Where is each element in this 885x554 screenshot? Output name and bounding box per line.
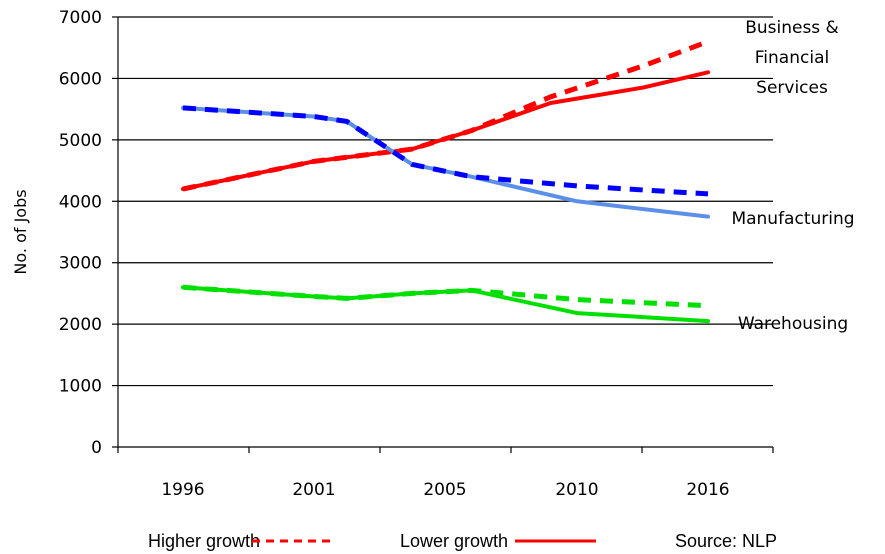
legend-higher-growth-label: Higher growth — [148, 531, 260, 551]
y-tick-label: 2000 — [59, 315, 102, 335]
series-lines — [181, 39, 710, 324]
x-tick-labels: 1996 2001 2005 2010 2016 — [117, 447, 774, 500]
axes — [117, 17, 773, 448]
series-labels: Business & Financial Services Manufacturing… — [731, 18, 854, 334]
x-tick-label: 2001 — [292, 480, 335, 500]
x-tick-label: 1996 — [161, 480, 204, 500]
y-tick-label: 6000 — [59, 69, 102, 89]
x-tick-label: 2016 — [686, 480, 729, 500]
warehousing-series-label: Warehousing — [738, 314, 848, 334]
business-financial-services-series-label: Business & — [745, 18, 839, 38]
y-tick-label: 4000 — [59, 192, 102, 212]
legend-lower-growth-label: Lower growth — [400, 531, 508, 551]
y-tick-label: 7000 — [59, 8, 102, 28]
grid-lines — [118, 16, 773, 387]
y-tick-label: 5000 — [59, 131, 102, 151]
business-financial-services-higher-growth-line — [182, 39, 709, 192]
business-financial-services-series-label: Financial — [755, 48, 829, 68]
y-tick-label: 1000 — [59, 377, 102, 397]
manufacturing-series-label: Manufacturing — [731, 209, 854, 229]
y-tick-labels: 0 1000 2000 3000 4000 5000 6000 7000 — [59, 8, 118, 458]
manufacturing-higher-growth-line — [182, 105, 709, 197]
legend: Higher growth Lower growth Source: NLP — [148, 531, 777, 551]
x-tick-label: 2010 — [555, 480, 598, 500]
legend-source-label: Source: NLP — [675, 531, 777, 551]
warehousing-higher-growth-line — [182, 284, 709, 309]
y-axis-title: No. of Jobs — [11, 189, 30, 274]
manufacturing-lower-growth-line — [181, 105, 710, 219]
business-financial-services-series-label: Services — [756, 78, 828, 98]
y-tick-label: 0 — [91, 438, 102, 458]
x-tick-label: 2005 — [423, 480, 466, 500]
y-tick-label: 3000 — [59, 254, 102, 274]
